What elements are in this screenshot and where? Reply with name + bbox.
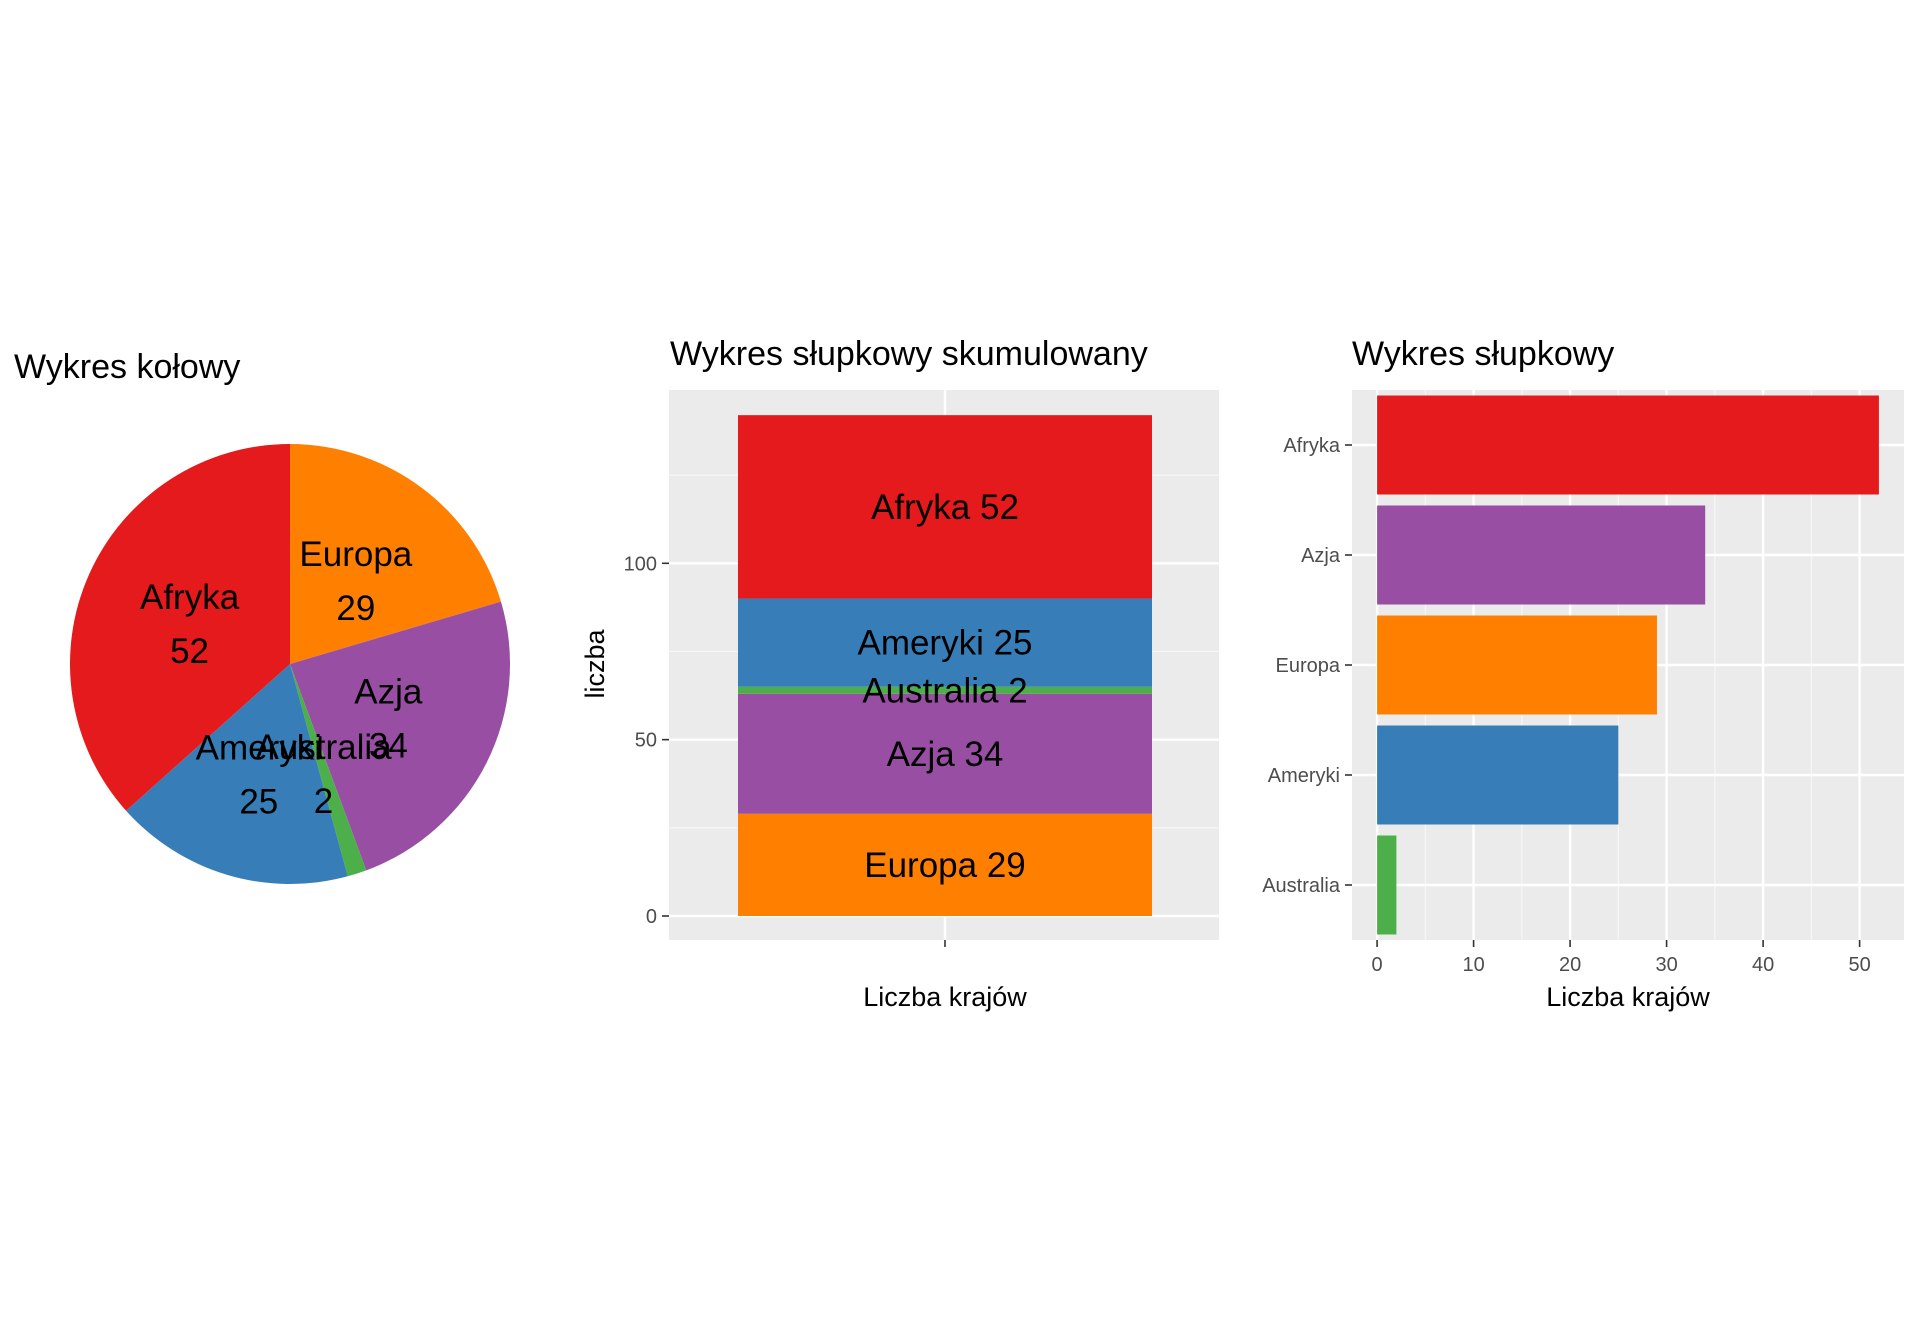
stacked-bar-chart: Europa 29 Azja 34 Australia 2 Ameryki 25 Afr… [580,390,1219,1012]
pie-value-europa: 29 [336,589,375,628]
pie-value-australia: 2 [314,782,333,821]
hbar-bar-afryka [1377,395,1879,495]
stacked-segment-afryka [738,415,1152,599]
stacked-segment-australia [738,686,1152,694]
hbar-category-label-afryka: Afryka [1283,435,1341,457]
stacked-bar-panel: Wykres słupkowy skumulowany Europa 29 Azj… [560,0,1240,1344]
hbar-x-axis-label: Liczba krajów [1546,982,1710,1012]
stacked-y-tick-label: 0 [646,906,657,928]
pie-slice-afryka [70,444,291,811]
pie-chart-panel: Wykres kołowy Europa 29 Azja 34 Australia 2 Am… [0,0,560,1344]
pie-label-europa: Europa [299,535,412,574]
pie-slice-australia [290,664,367,877]
pie-label-afryka: Afryka [140,578,240,617]
hbar-x-tick-label: 20 [1559,954,1581,976]
pie-value-azja: 34 [369,726,408,765]
pie-slice-ameryki [126,664,348,885]
stacked-y-tick-label: 100 [624,553,657,575]
hbar-chart: Afryka Azja Europa Ameryki Australia 0 10 20 30 4… [1262,390,1904,1012]
stacked-label-europa: Europa 29 [864,846,1026,885]
hbar-bar-azja [1377,505,1706,605]
hbar-x-tick-label: 30 [1655,954,1677,976]
stacked-label-ameryki: Ameryki 25 [857,624,1032,663]
hbar-category-label-europa: Europa [1276,655,1341,677]
hbar-bar-europa [1377,615,1657,715]
pie-label-ameryki: Ameryki [196,728,322,767]
hbar-category-label-ameryki: Ameryki [1268,765,1340,787]
stacked-bar-title: Wykres słupkowy skumulowany [670,335,1148,373]
stacked-segment-azja [738,693,1152,814]
pie-value-ameryki: 25 [239,782,278,821]
hbar-bar-ameryki [1377,725,1619,825]
hbar-category-label-azja: Azja [1301,545,1341,567]
stacked-segment-europa [738,813,1152,916]
pie-slice-azja [290,601,510,871]
hbar-category-label-australia: Australia [1262,875,1341,897]
hbar-panel: Wykres słupkowy Afryka Azja Europa Ameryki A… [1240,0,1920,1344]
pie-value-afryka: 52 [170,632,209,671]
pie-chart-title: Wykres kołowy [14,348,241,386]
stacked-y-tick-label: 50 [635,730,657,752]
pie-slice-europa [290,444,501,664]
stacked-label-australia: Australia 2 [862,671,1027,710]
hbar-x-tick-label: 0 [1372,954,1383,976]
stacked-x-axis-label: Liczba krajów [863,982,1027,1012]
pie-label-azja: Azja [354,672,423,711]
pie-label-australia: Australia [255,728,392,767]
stacked-label-azja: Azja 34 [887,735,1004,774]
stacked-y-axis-label: liczba [580,629,610,699]
hbar-x-tick-label: 10 [1462,954,1484,976]
hbar-x-tick-label: 50 [1848,954,1870,976]
hbar-title: Wykres słupkowy [1352,335,1615,373]
stacked-segment-ameryki [738,598,1152,687]
hbar-x-tick-label: 40 [1752,954,1774,976]
hbar-bar-australia [1377,835,1397,935]
stacked-label-afryka: Afryka 52 [871,488,1019,527]
